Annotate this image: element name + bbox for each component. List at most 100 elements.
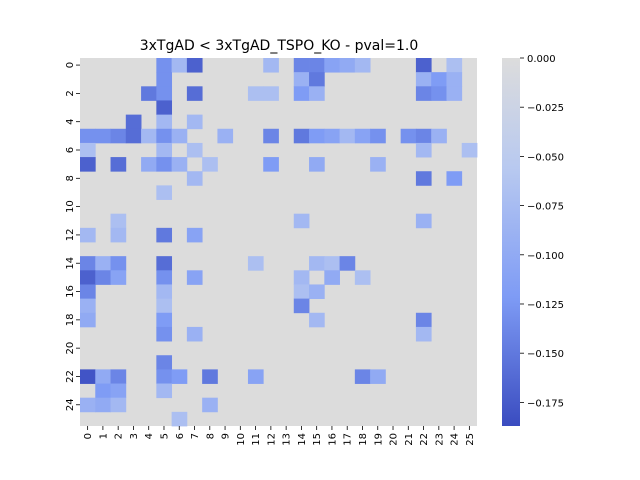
heatmap-cell [293,128,310,144]
x-tick-label: 0 [83,433,94,439]
heatmap-cell [156,256,173,271]
heatmap-cell [431,86,447,101]
heatmap-cell [354,128,371,144]
colorbar-tick-label: −0.075 [527,202,564,213]
heatmap-cell [263,58,279,73]
heatmap-cell [309,58,325,73]
heatmap-cell [110,369,127,384]
heatmap-cell [415,128,432,144]
heatmap-cell [263,157,279,172]
heatmap-area [80,58,478,427]
heatmap-cell [156,298,173,314]
heatmap-cell [171,157,188,172]
heatmap-cell [324,270,340,285]
heatmap-cell [186,114,203,130]
heatmap-cell [309,284,325,300]
heatmap-cell [156,114,173,130]
heatmap-cell [156,157,173,172]
heatmap-cell [80,256,96,271]
y-tick-label: 2 [65,90,76,96]
colorbar-tick-label: −0.025 [527,103,564,114]
heatmap-cell [354,270,371,285]
heatmap-cell [247,256,264,271]
heatmap-cell [110,397,127,413]
heatmap-cell [80,270,96,285]
y-tick-label: 18 [65,313,76,326]
heatmap-cell [95,270,111,285]
heatmap-cell [186,86,203,101]
heatmap-cell [80,284,96,300]
heatmap-cell [156,58,173,73]
x-axis: 0 1 2 3 4 5 6 7 8 9 10 11 12 13 14 15 16 17 18 19 20 21 22 23 24… [83,426,476,446]
x-tick-label: 20 [389,433,400,446]
heatmap-cell [171,411,188,427]
heatmap-cell [202,369,218,384]
x-tick-label: 18 [358,433,369,446]
heatmap-cell [156,142,173,158]
x-tick-label: 11 [251,433,262,446]
heatmap-cell [141,157,157,172]
heatmap-cell [309,128,325,144]
heatmap-cell [171,58,188,73]
heatmap-cell [339,128,356,144]
x-tick-label: 5 [159,433,170,439]
heatmap-cell [156,72,173,87]
heatmap-cell [156,128,173,144]
colorbar-tick-label: −0.125 [527,300,564,311]
heatmap-cell [247,369,264,384]
heatmap-cell [95,383,111,399]
heatmap-cell [461,142,478,158]
heatmap-cell [186,142,203,158]
heatmap-cell [95,369,111,384]
heatmap-cell [339,256,356,271]
heatmap-cell [415,72,432,87]
heatmap-cell [415,312,432,328]
x-tick-label: 7 [190,433,201,439]
heatmap-cell [309,256,325,271]
x-tick-label: 25 [465,433,476,446]
heatmap-cell [80,369,96,384]
x-tick-label: 17 [343,433,354,446]
x-tick-label: 3 [129,433,140,439]
x-tick-label: 13 [282,433,293,446]
heatmap-cell [80,397,96,413]
heatmap-cell [324,128,340,144]
x-tick-label: 22 [419,433,430,446]
heatmap-cell [293,284,310,300]
heatmap-cell [141,128,157,144]
heatmap-cell [80,128,96,144]
y-tick-label: 6 [65,147,76,153]
heatmap-cell [110,256,127,271]
heatmap-cell [141,86,157,101]
heatmap-cell [293,270,310,285]
y-tick-label: 22 [65,370,76,383]
heatmap-cell [370,369,386,384]
heatmap-cell [400,128,417,144]
heatmap-cell [415,213,432,229]
heatmap-cell [125,128,142,144]
x-tick-label: 10 [236,433,247,446]
heatmap-cell [80,298,96,314]
heatmap-cell [263,86,279,101]
x-tick-label: 6 [175,433,186,439]
heatmap-cell [309,312,325,328]
heatmap-cell [293,72,310,87]
heatmap-cell [186,171,203,186]
heatmap-cell [431,128,447,144]
heatmap-cell [95,128,111,144]
heatmap-cell [171,128,188,144]
colorbar-tick-label: −0.050 [527,152,564,163]
heatmap-cell [110,157,127,172]
heatmap-cell [80,157,96,172]
colorbar-tick-label: −0.150 [527,349,564,360]
x-tick-label: 23 [434,433,445,446]
heatmap-cell [156,355,173,370]
heatmap-cell [156,270,173,285]
heatmap-cell [156,86,173,101]
heatmap-cell [247,86,264,101]
colorbar-gradient [502,58,520,426]
heatmap-cell [110,227,127,243]
heatmap-cell [354,58,371,73]
heatmap-cell [156,227,173,243]
